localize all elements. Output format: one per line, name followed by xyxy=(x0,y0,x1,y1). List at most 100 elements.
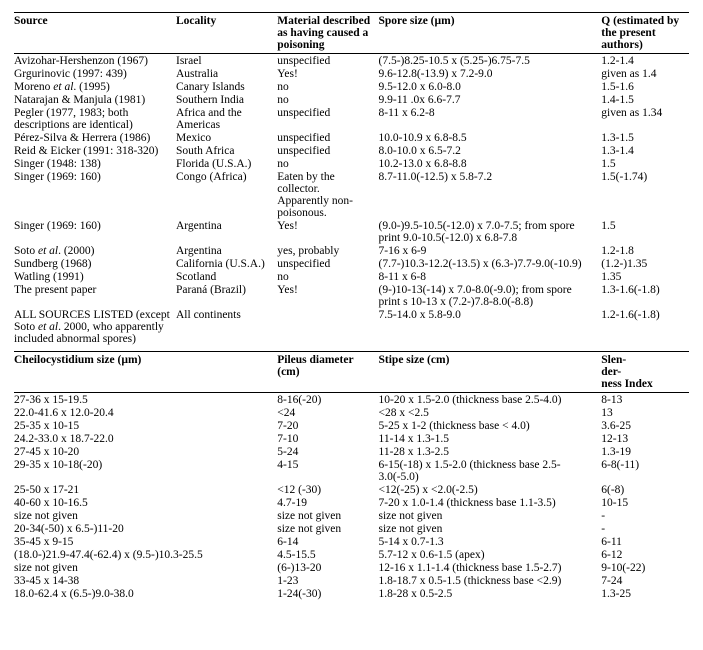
cell: 7-24 xyxy=(601,574,689,587)
table-row: size not givensize not givensize not giv… xyxy=(14,509,689,522)
cell: <12(-25) x <2.0(-2.5) xyxy=(379,483,602,496)
table-row: The present paperParaná (Brazil)Yes!(9-)… xyxy=(14,283,689,308)
cell: 25-35 x 10-15 xyxy=(14,419,277,432)
cell: 8-11 x 6.2-8 xyxy=(379,106,602,131)
cell: Pérez-Silva & Herrera (1986) xyxy=(14,131,176,144)
cell: Singer (1969: 160) xyxy=(14,219,176,244)
cell: 20-34(-50) x 6.5-)11-20 xyxy=(14,522,277,535)
cell: Southern India xyxy=(176,93,277,106)
t1-header-3: Spore size (µm) xyxy=(379,13,602,54)
table-spore: SourceLocalityMaterial described as havi… xyxy=(14,12,689,345)
cell: 8-11 x 6-8 xyxy=(379,270,602,283)
cell: unspecified xyxy=(277,54,378,68)
table-row: 18.0-62.4 x (6.5-)9.0-38.01-24(-30)1.8-2… xyxy=(14,587,689,600)
cell: 1.3-1.4 xyxy=(601,144,689,157)
cell: Florida (U.S.A.) xyxy=(176,157,277,170)
cell: 10.0-10.9 x 6.8-8.5 xyxy=(379,131,602,144)
table-row: Soto et al. (2000)Argentinayes, probably… xyxy=(14,244,689,257)
table-row: 20-34(-50) x 6.5-)11-20size not givensiz… xyxy=(14,522,689,535)
cell: 6(-8) xyxy=(601,483,689,496)
cell: 1.3-19 xyxy=(601,445,689,458)
cell: Natarajan & Manjula (1981) xyxy=(14,93,176,106)
t2-header-0: Cheilocystidium size (µm) xyxy=(14,352,277,393)
cell: ALL SOURCES LISTED (except Soto et al. 2… xyxy=(14,308,176,345)
table-row: 24.2-33.0 x 18.7-22.07-1011-14 x 1.3-1.5… xyxy=(14,432,689,445)
cell: (9.0-)9.5-10.5(-12.0) x 7.0-7.5; from sp… xyxy=(379,219,602,244)
cell: Sundberg (1968) xyxy=(14,257,176,270)
cell: 33-45 x 14-38 xyxy=(14,574,277,587)
cell: 27-45 x 10-20 xyxy=(14,445,277,458)
cell: 9-10(-22) xyxy=(601,561,689,574)
cell: Canary Islands xyxy=(176,80,277,93)
cell: Eaten by the collector. Apparently non-p… xyxy=(277,170,378,219)
cell: (7.7-)10.3-12.2(-13.5) x (6.3-)7.7-9.0(-… xyxy=(379,257,602,270)
table-row: 40-60 x 10-16.54.7-197-20 x 1.0-1.4 (thi… xyxy=(14,496,689,509)
cell: Mexico xyxy=(176,131,277,144)
cell: 7-20 xyxy=(277,419,378,432)
cell: unspecified xyxy=(277,106,378,131)
cell: 9.6-12.8(-13.9) x 7.2-9.0 xyxy=(379,67,602,80)
cell: 6-11 xyxy=(601,535,689,548)
cell: 1.3-25 xyxy=(601,587,689,600)
table-row: Grgurinovic (1997: 439)AustraliaYes!9.6-… xyxy=(14,67,689,80)
cell: 9.5-12.0 x 6.0-8.0 xyxy=(379,80,602,93)
cell: 1.5 xyxy=(601,219,689,244)
table-row: Natarajan & Manjula (1981)Southern India… xyxy=(14,93,689,106)
table-row: Pérez-Silva & Herrera (1986)Mexicounspec… xyxy=(14,131,689,144)
table-row: 27-36 x 15-19.58-16(-20)10-20 x 1.5-2.0 … xyxy=(14,393,689,407)
cell: Africa and the Americas xyxy=(176,106,277,131)
cell: 35-45 x 9-15 xyxy=(14,535,277,548)
cell: Yes! xyxy=(277,67,378,80)
cell: 1.8-28 x 0.5-2.5 xyxy=(379,587,602,600)
cell: 6-12 xyxy=(601,548,689,561)
cell: 25-50 x 17-21 xyxy=(14,483,277,496)
table-row: Singer (1969: 160)ArgentinaYes!(9.0-)9.5… xyxy=(14,219,689,244)
cell: The present paper xyxy=(14,283,176,308)
cell: Congo (Africa) xyxy=(176,170,277,219)
cell: (18.0-)21.9-47.4(-62.4) x (9.5-)10.3-25.… xyxy=(14,548,277,561)
cell: 1.35 xyxy=(601,270,689,283)
cell: 11-28 x 1.3-2.5 xyxy=(379,445,602,458)
table-row: Singer (1969: 160)Congo (Africa)Eaten by… xyxy=(14,170,689,219)
cell: Singer (1948: 138) xyxy=(14,157,176,170)
cell: 10-20 x 1.5-2.0 (thickness base 2.5-4.0) xyxy=(379,393,602,407)
cell: Yes! xyxy=(277,283,378,308)
cell: 7-10 xyxy=(277,432,378,445)
cell: size not given xyxy=(277,522,378,535)
cell: 27-36 x 15-19.5 xyxy=(14,393,277,407)
table-row: 29-35 x 10-18(-20)4-156-15(-18) x 1.5-2.… xyxy=(14,458,689,483)
cell: Israel xyxy=(176,54,277,68)
cell: 13 xyxy=(601,406,689,419)
table-row: 25-50 x 17-21<12 (-30)<12(-25) x <2.0(-2… xyxy=(14,483,689,496)
cell: 1-24(-30) xyxy=(277,587,378,600)
cell: size not given xyxy=(379,509,602,522)
cell: Scotland xyxy=(176,270,277,283)
cell: 12-13 xyxy=(601,432,689,445)
table-row: Sundberg (1968)California (U.S.A.)unspec… xyxy=(14,257,689,270)
cell xyxy=(277,308,378,345)
table-row: (18.0-)21.9-47.4(-62.4) x (9.5-)10.3-25.… xyxy=(14,548,689,561)
cell: 1.3-1.5 xyxy=(601,131,689,144)
cell: unspecified xyxy=(277,257,378,270)
cell: given as 1.34 xyxy=(601,106,689,131)
cell: no xyxy=(277,157,378,170)
cell: 1.2-1.8 xyxy=(601,244,689,257)
t2-header-3: Slen-der-ness Index xyxy=(601,352,689,393)
cell: (1.2-)1.35 xyxy=(601,257,689,270)
cell: 6-8(-11) xyxy=(601,458,689,483)
table-row: 35-45 x 9-156-145-14 x 0.7-1.36-11 xyxy=(14,535,689,548)
cell: Argentina xyxy=(176,219,277,244)
cell: 8-13 xyxy=(601,393,689,407)
t2-header-2: Stipe size (cm) xyxy=(379,352,602,393)
t2-header-1: Pileus diameter (cm) xyxy=(277,352,378,393)
cell: (6-)13-20 xyxy=(277,561,378,574)
cell: 1.2-1.4 xyxy=(601,54,689,68)
table-row: Avizohar-Hershenzon (1967)Israelunspecif… xyxy=(14,54,689,68)
cell: <24 xyxy=(277,406,378,419)
cell: 10-15 xyxy=(601,496,689,509)
cell: 5-25 x 1-2 (thickness base < 4.0) xyxy=(379,419,602,432)
cell: Soto et al. (2000) xyxy=(14,244,176,257)
t1-header-1: Locality xyxy=(176,13,277,54)
cell: 22.0-41.6 x 12.0-20.4 xyxy=(14,406,277,419)
cell: (7.5-)8.25-10.5 x (5.25-)6.75-7.5 xyxy=(379,54,602,68)
